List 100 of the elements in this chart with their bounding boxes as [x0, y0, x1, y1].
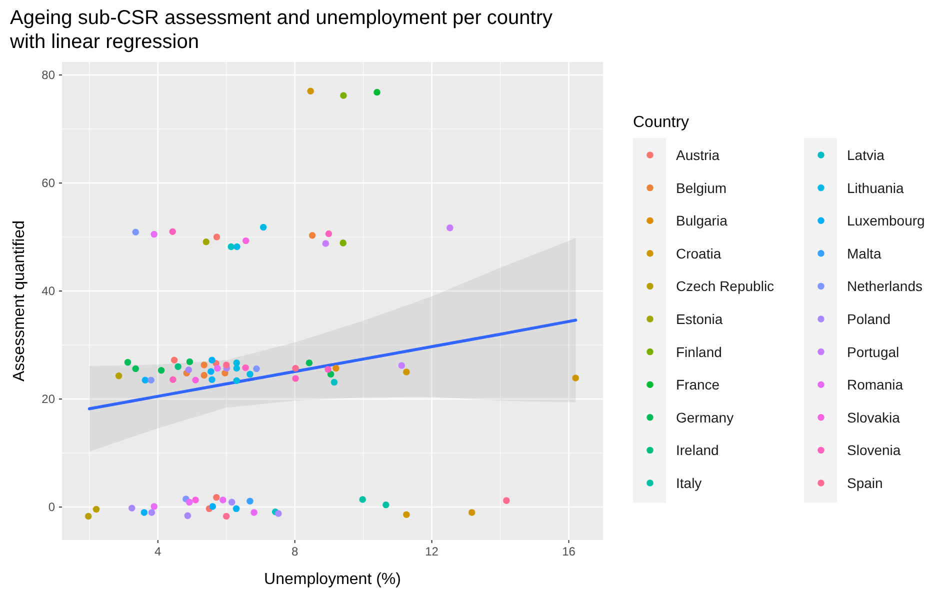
- point: [222, 362, 230, 368]
- point: [132, 365, 139, 372]
- point: [214, 364, 221, 372]
- point: [158, 367, 165, 374]
- point: [234, 243, 240, 250]
- point: [200, 362, 208, 368]
- x-tick-label: 16: [562, 544, 576, 559]
- point: [322, 240, 330, 247]
- legend-label: Lithuania: [847, 180, 904, 196]
- point: [186, 498, 193, 506]
- point: [200, 372, 208, 379]
- point: [84, 512, 92, 520]
- legend-label: France: [676, 376, 720, 393]
- legend-title: Country: [633, 114, 690, 131]
- point: [242, 364, 249, 372]
- x-tick-label: 4: [154, 544, 162, 559]
- legend-label: Netherlands: [847, 278, 922, 294]
- x-tick-label: 8: [291, 544, 298, 559]
- point: [209, 503, 216, 510]
- legend-label: Austria: [676, 147, 720, 163]
- point: [220, 496, 226, 504]
- legend-label: Bulgaria: [676, 212, 728, 229]
- point: [170, 356, 178, 364]
- point: [325, 230, 332, 238]
- point: [213, 494, 220, 501]
- point: [128, 504, 136, 512]
- x-tick-label: 12: [425, 544, 439, 559]
- point: [246, 370, 254, 378]
- legend-label: Luxembourg: [847, 212, 925, 229]
- point: [186, 358, 194, 366]
- point: [228, 498, 236, 506]
- point: [330, 378, 338, 386]
- point: [185, 366, 192, 374]
- point: [340, 240, 346, 246]
- point: [307, 88, 314, 95]
- point: [115, 372, 122, 380]
- legend-label: Germany: [676, 409, 734, 426]
- legend-label: Croatia: [676, 245, 722, 262]
- point: [572, 374, 579, 382]
- legend-label: Belgium: [676, 180, 727, 196]
- point: [92, 506, 100, 513]
- point: [202, 238, 210, 246]
- point: [132, 228, 139, 236]
- point: [253, 365, 260, 372]
- legend-label: Estonia: [676, 311, 723, 327]
- point: [208, 356, 216, 364]
- x-axis-title: Unemployment (%): [264, 571, 401, 588]
- point: [250, 509, 258, 516]
- point: [124, 358, 132, 366]
- point: [260, 224, 267, 231]
- point: [140, 509, 148, 516]
- line-series: [88, 318, 578, 410]
- y-tick-label: 0: [48, 500, 56, 514]
- point: [232, 505, 240, 512]
- legend-label: Finland: [676, 344, 722, 360]
- point: [150, 503, 158, 510]
- y-tick-label: 20: [42, 392, 56, 406]
- point: [446, 224, 454, 232]
- point: [403, 511, 410, 518]
- point: [208, 376, 216, 383]
- legend-label: Portugal: [847, 344, 900, 360]
- point: [184, 512, 192, 520]
- point: [213, 234, 220, 240]
- point: [148, 376, 154, 384]
- point: [242, 237, 250, 244]
- y-tick-label: 60: [42, 176, 56, 190]
- point: [142, 376, 149, 384]
- point: [503, 497, 510, 504]
- point: [192, 376, 199, 384]
- point: [228, 243, 235, 250]
- point: [292, 364, 299, 372]
- point: [308, 232, 316, 239]
- legend-label: Slovakia: [847, 409, 900, 426]
- point: [340, 92, 347, 99]
- point: [306, 359, 313, 366]
- point: [382, 502, 390, 508]
- point: [148, 509, 156, 516]
- point: [150, 230, 158, 238]
- point: [170, 376, 176, 383]
- legend-label: Ireland: [676, 442, 719, 458]
- point: [192, 496, 199, 504]
- legend-label: Romania: [847, 376, 904, 393]
- point: [332, 364, 340, 372]
- point: [174, 363, 182, 370]
- chart-title: Ageing sub-CSR assessment and unemployment per country with linear regression: [9, 7, 552, 53]
- point: [403, 368, 410, 376]
- legend-label: Malta: [847, 245, 882, 262]
- point: [222, 512, 230, 520]
- legend-label: Poland: [847, 311, 891, 327]
- y-tick-label: 80: [42, 68, 56, 82]
- point: [468, 509, 476, 516]
- y-tick-label: 40: [42, 284, 56, 298]
- legend-label: Spain: [847, 475, 883, 491]
- point: [398, 362, 406, 369]
- legend-label: Slovenia: [847, 442, 901, 458]
- legend-label: Latvia: [847, 147, 885, 163]
- point: [208, 368, 214, 375]
- point: [233, 364, 240, 372]
- point: [359, 496, 366, 503]
- point: [233, 377, 240, 384]
